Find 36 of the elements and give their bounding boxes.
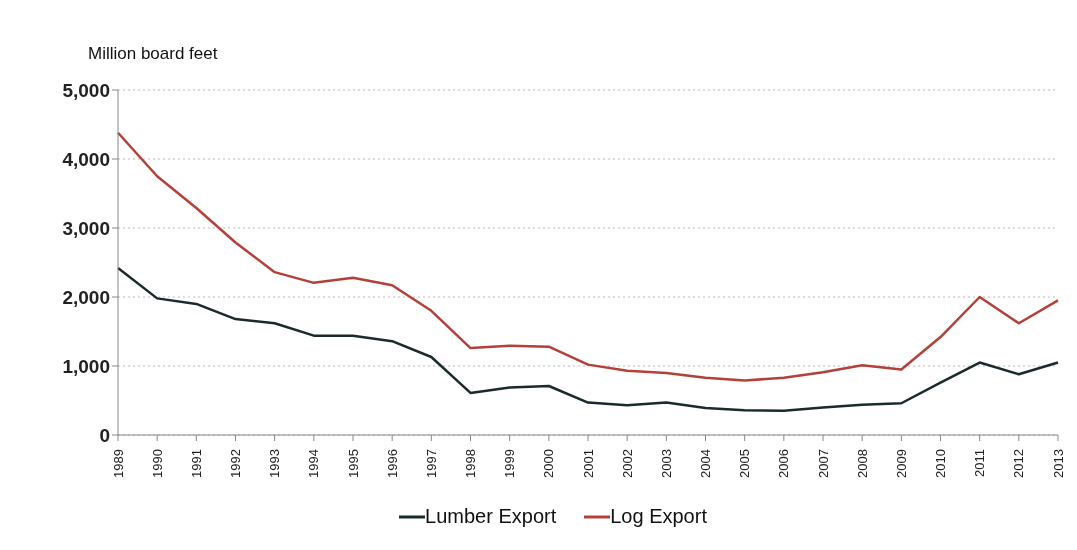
legend-label: Log Export <box>609 505 707 528</box>
x-tick-label: 2001 <box>580 449 596 478</box>
x-tick-label: 2005 <box>737 449 753 478</box>
x-tick-label: 1997 <box>423 449 439 478</box>
y-axis-title: Million board feet <box>88 44 218 64</box>
y-tick-label: 3,000 <box>62 217 110 239</box>
x-tick-label: 2008 <box>854 449 870 478</box>
x-tick-label: 2006 <box>776 449 792 478</box>
x-tick-label: 1992 <box>228 449 243 478</box>
y-tick-label: 0 <box>99 424 110 446</box>
x-tick-label: 1993 <box>267 449 283 478</box>
x-tick-label: 2000 <box>541 449 557 478</box>
x-tick-label: 1989 <box>110 449 126 478</box>
x-tick-label: 2007 <box>815 449 831 478</box>
x-tick-label: 1996 <box>384 449 400 478</box>
x-tick-label: 2012 <box>1011 449 1027 478</box>
legend-label: Lumber Export <box>424 505 557 528</box>
y-tick-label: 1,000 <box>62 355 110 377</box>
x-tick-label: 1994 <box>306 449 322 478</box>
y-tick-label: 4,000 <box>62 148 110 170</box>
line-series <box>116 131 1060 382</box>
y-tick-label: 5,000 <box>62 79 110 101</box>
y-tick-label: 2,000 <box>62 286 110 308</box>
x-tick-label: 2009 <box>893 449 909 478</box>
x-tick-label: 1998 <box>463 449 478 478</box>
x-tick-label: 1990 <box>149 449 165 478</box>
line-series <box>116 266 1060 413</box>
x-tick-label: 2010 <box>933 449 948 478</box>
x-tick-label: 2011 <box>972 449 988 477</box>
x-tick-label: 2003 <box>658 449 674 478</box>
x-tick-label: 1991 <box>188 449 204 478</box>
x-tick-label: 2013 <box>1050 449 1066 478</box>
x-tick-label: 2002 <box>619 449 635 478</box>
x-tick-label: 1995 <box>345 449 361 478</box>
x-tick-label: 1999 <box>502 449 518 478</box>
x-tick-label: 2004 <box>698 449 713 478</box>
